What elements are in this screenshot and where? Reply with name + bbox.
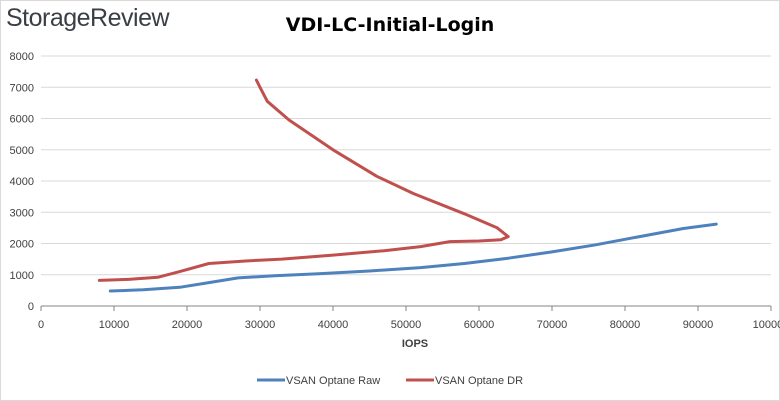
y-tick-label: 0 (28, 301, 34, 313)
x-tick-label: 90000 (683, 319, 714, 331)
x-axis-ticks: 0 10000 20000 30000 40000 50000 60000 70000 8000… (38, 306, 780, 331)
x-tick-label: 80000 (610, 319, 641, 331)
series-line-2 (97, 78, 510, 282)
brand-logo: StorageReview (6, 4, 170, 32)
y-tick-label: 4000 (10, 176, 34, 188)
x-tick-label: 40000 (318, 319, 349, 331)
x-tick-label: 60000 (464, 319, 495, 331)
gridlines (41, 55, 771, 276)
y-tick-label: 1000 (10, 270, 34, 282)
series-line-1 (108, 222, 718, 293)
y-tick-label: 3000 (10, 207, 34, 219)
y-tick-label: 7000 (10, 82, 34, 94)
x-tick-label: 70000 (537, 319, 568, 331)
legend-label: VSAN Optane DR (435, 375, 523, 387)
y-tick-label: 2000 (10, 239, 34, 251)
chart-title: VDI-LC-Initial-Login (285, 14, 495, 36)
x-tick-label: 50000 (391, 319, 422, 331)
x-axis-label: IOPS (402, 338, 428, 350)
y-axis-ticks: 0 1000 2000 3000 4000 5000 6000 7000 8000 (10, 51, 34, 313)
y-tick-label: 8000 (10, 51, 34, 63)
x-tick-label: 10000 (99, 319, 130, 331)
x-tick-label: 0 (38, 319, 44, 331)
legend-label: VSAN Optane Raw (286, 375, 380, 387)
x-tick-label: 30000 (245, 319, 276, 331)
x-tick-label: 20000 (172, 319, 203, 331)
x-tick-label: 100000 (753, 319, 780, 331)
y-tick-label: 6000 (10, 114, 34, 126)
y-tick-label: 5000 (10, 145, 34, 157)
series-lines (97, 78, 718, 293)
legend: VSAN Optane Raw VSAN Optane DR (257, 375, 523, 387)
